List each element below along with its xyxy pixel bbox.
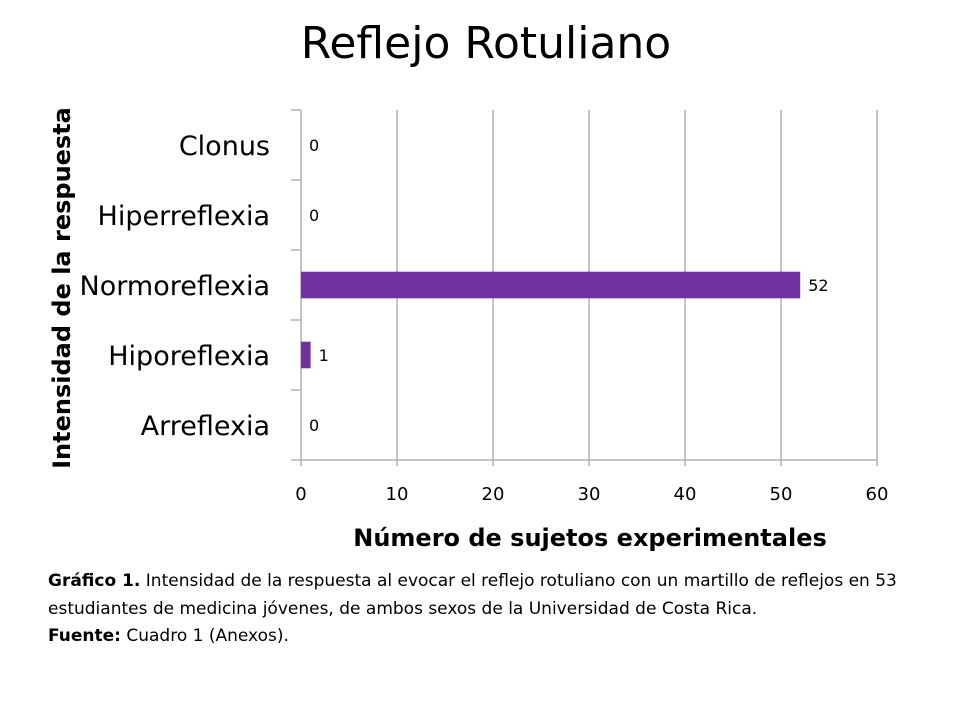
data-label: 1: [319, 346, 329, 365]
bars: [301, 271, 801, 369]
bar: [301, 271, 801, 299]
y-tick-label: Clonus: [179, 131, 270, 162]
data-label: 0: [309, 136, 319, 155]
data-label: 52: [808, 276, 828, 295]
caption-body: Intensidad de la respuesta al evocar el …: [48, 571, 897, 619]
x-tick-label: 40: [674, 484, 697, 505]
x-tick-label: 0: [295, 484, 306, 505]
x-axis-label: Número de sujetos experimentales: [353, 524, 827, 552]
figure-caption: Gráfico 1. Intensidad de la respuesta al…: [48, 568, 908, 651]
chart-title: Reflejo Rotuliano: [300, 18, 672, 69]
x-tick-label: 60: [866, 484, 889, 505]
labels: 0 10 20 30 40 50 60 Arreflexia 0 Hiporeflexia 1 Nor…: [80, 131, 889, 505]
caption-label: Gráfico 1.: [48, 571, 141, 591]
source-label: Fuente:: [48, 626, 121, 646]
y-axis-label: Intensidad de la respuesta: [48, 107, 76, 469]
x-tick-label: 30: [578, 484, 601, 505]
bar: [301, 341, 311, 369]
data-label: 0: [309, 416, 319, 435]
y-tick-label: Arreflexia: [141, 411, 270, 442]
caption-text: Gráfico 1. Intensidad de la respuesta al…: [48, 568, 908, 623]
data-label: 0: [309, 206, 319, 225]
x-tick-label: 10: [386, 484, 409, 505]
x-tick-label: 20: [482, 484, 505, 505]
x-tick-label: 50: [770, 484, 793, 505]
y-tick-label: Hiperreflexia: [98, 201, 270, 232]
y-tick-label: Normoreflexia: [80, 271, 270, 302]
caption-source: Fuente: Cuadro 1 (Anexos).: [48, 623, 908, 651]
y-tick-label: Hiporeflexia: [108, 341, 270, 372]
source-text: Cuadro 1 (Anexos).: [120, 626, 289, 646]
